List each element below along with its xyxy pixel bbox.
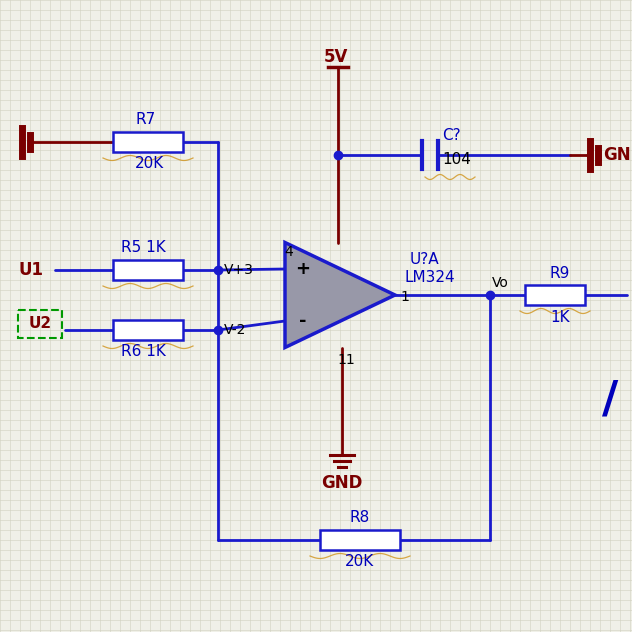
Text: R9: R9 bbox=[550, 265, 570, 281]
Text: 11: 11 bbox=[337, 353, 355, 367]
Text: 4: 4 bbox=[284, 245, 293, 260]
Text: U?A: U?A bbox=[410, 253, 440, 267]
Text: Vo: Vo bbox=[492, 276, 509, 290]
Text: C?: C? bbox=[442, 128, 461, 142]
Text: 1: 1 bbox=[401, 290, 410, 304]
Text: R7: R7 bbox=[136, 112, 156, 128]
Text: 104: 104 bbox=[442, 152, 471, 167]
Text: R5 1K: R5 1K bbox=[121, 241, 166, 255]
Text: GND: GND bbox=[321, 474, 363, 492]
Text: R6 1K: R6 1K bbox=[121, 344, 166, 360]
Polygon shape bbox=[285, 243, 395, 348]
Bar bbox=[113, 320, 183, 340]
Bar bbox=[525, 285, 585, 305]
Text: 1K: 1K bbox=[550, 310, 570, 324]
Text: V-2: V-2 bbox=[224, 323, 246, 337]
Text: -: - bbox=[299, 312, 307, 330]
Text: LM324: LM324 bbox=[405, 269, 456, 284]
Bar bbox=[320, 530, 400, 550]
Text: 20K: 20K bbox=[345, 554, 375, 569]
Bar bbox=[113, 260, 183, 280]
Text: 20K: 20K bbox=[135, 157, 164, 171]
Text: 5V: 5V bbox=[324, 48, 348, 66]
Bar bbox=[113, 132, 183, 152]
Text: +: + bbox=[296, 260, 310, 278]
Text: R8: R8 bbox=[350, 511, 370, 525]
Text: GND: GND bbox=[603, 146, 632, 164]
Text: U2: U2 bbox=[28, 317, 52, 332]
Bar bbox=[18, 310, 62, 338]
Text: /: / bbox=[602, 379, 618, 422]
Text: V+3: V+3 bbox=[224, 263, 254, 277]
Text: U1: U1 bbox=[18, 261, 43, 279]
